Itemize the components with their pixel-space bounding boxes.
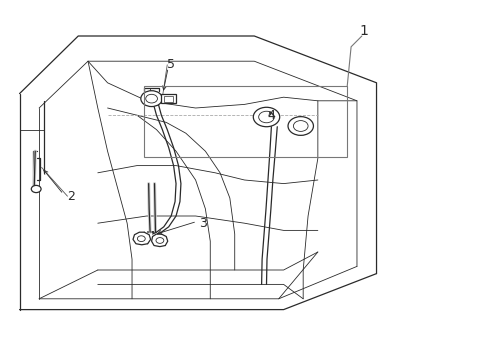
Text: 5: 5 — [167, 58, 175, 71]
Circle shape — [258, 111, 274, 123]
Circle shape — [253, 107, 279, 127]
Text: 3: 3 — [199, 217, 206, 230]
Circle shape — [145, 94, 157, 103]
Bar — [161, 94, 176, 103]
Circle shape — [31, 185, 41, 193]
Bar — [144, 86, 346, 157]
Circle shape — [156, 238, 163, 243]
Text: 1: 1 — [359, 24, 368, 37]
Circle shape — [287, 117, 313, 135]
Circle shape — [137, 236, 145, 242]
Circle shape — [141, 91, 162, 107]
Text: 2: 2 — [67, 190, 75, 203]
Bar — [163, 96, 172, 102]
Text: 4: 4 — [267, 109, 275, 122]
Circle shape — [293, 121, 307, 131]
